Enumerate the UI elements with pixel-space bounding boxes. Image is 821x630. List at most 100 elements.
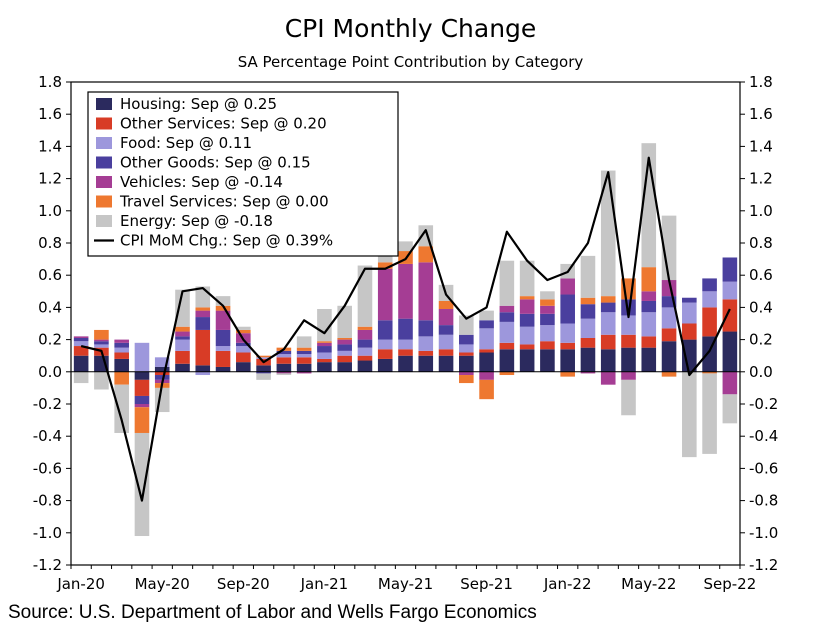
bar-segment (398, 241, 413, 252)
bar-segment (317, 352, 332, 359)
legend-swatch (96, 156, 112, 169)
bar-segment (94, 341, 109, 345)
bar-segment (682, 302, 697, 324)
bar-segment (560, 349, 575, 372)
bar-segment (195, 371, 211, 376)
bar-segment (702, 373, 717, 454)
bar-segment (540, 291, 555, 300)
bar-segment (519, 296, 535, 300)
bar-segment (236, 326, 251, 330)
y-tick-label-right: 0.8 (749, 234, 773, 252)
legend-label: Energy: Sep @ -0.18 (120, 212, 273, 230)
y-tick-label-left: -0.4 (33, 427, 62, 445)
bar-segment (722, 331, 738, 372)
bar-segment (94, 344, 109, 348)
bar-segment (398, 349, 413, 356)
bar-segment (580, 304, 596, 319)
bar-segment (114, 358, 129, 372)
bar-segment (519, 299, 535, 314)
bar-segment (600, 334, 616, 350)
y-tick-label-right: 1.2 (749, 170, 773, 188)
bar-segment (195, 365, 211, 372)
bar-segment (296, 371, 312, 374)
bar-segment (154, 357, 170, 367)
bar-segment (641, 291, 657, 301)
bar-segment (418, 320, 434, 337)
x-tick-label: Sep-22 (703, 575, 756, 593)
bar-segment (398, 318, 413, 340)
bar-segment (641, 336, 657, 348)
bar-segment (195, 307, 211, 311)
bar-segment (317, 341, 332, 343)
bar-segment (73, 337, 89, 342)
bar-segment (540, 313, 555, 326)
bar-segment (236, 329, 251, 334)
bar-segment (154, 371, 170, 376)
bar-segment (276, 354, 292, 358)
bar-segment (175, 363, 190, 372)
bar-segment (600, 312, 616, 335)
bar-segment (459, 334, 474, 345)
bar-segment (195, 329, 211, 366)
y-tick-label-left: 0.4 (38, 298, 62, 316)
bar-segment (377, 262, 393, 269)
legend-swatch (96, 195, 112, 208)
bar-segment (296, 357, 312, 364)
bar-segment (459, 371, 474, 376)
bar-segment (256, 355, 271, 358)
bar-segment (114, 342, 129, 348)
bar-segment (459, 344, 474, 353)
bar-segment (682, 339, 697, 372)
bar-segment (73, 355, 89, 372)
bar-segment (398, 355, 413, 372)
y-tick-label-left: -0.2 (33, 395, 62, 413)
bar-segment (317, 358, 332, 363)
bar-segment (418, 336, 434, 351)
legend-label: Other Goods: Sep @ 0.15 (120, 154, 311, 172)
bar-segment (175, 339, 190, 351)
bar-segment (134, 407, 150, 433)
chart-svg: 1.8 1.8 1.6 1.6 1.4 1.4 1.2 1.2 1.0 1.0 0.8 0.8 0.6 0… (33, 73, 779, 593)
bar-segment (438, 325, 454, 335)
y-tick-label-left: 1.8 (38, 73, 62, 91)
bar-segment (337, 344, 352, 351)
y-tick-label-left: 0.0 (38, 363, 62, 381)
bar-segment (459, 375, 474, 384)
bar-segment (600, 296, 616, 303)
bar-segment (337, 350, 352, 356)
bar-segment (519, 313, 535, 327)
bar-segment (337, 337, 352, 340)
bar-segment (73, 371, 89, 384)
y-tick-label-left: 0.8 (38, 234, 62, 252)
bar-segment (499, 342, 515, 350)
legend-box (87, 91, 399, 257)
bar-segment (317, 309, 332, 342)
legend-swatch (96, 215, 112, 227)
bar-segment (600, 349, 616, 372)
bar-segment (236, 346, 251, 353)
bar-segment (661, 307, 677, 329)
bar-segment (580, 318, 596, 338)
bar-segment (256, 373, 271, 380)
bar-segment (215, 329, 231, 347)
cpi-line (80, 156, 731, 502)
y-tick-label-left: 1.4 (38, 137, 62, 155)
bar-segment (621, 315, 636, 335)
bar-segment (722, 281, 738, 300)
bar-segment (540, 305, 555, 314)
bar-segment (540, 349, 555, 372)
y-tick-label-right: -0.8 (749, 492, 778, 510)
bar-segment (438, 355, 454, 372)
bar-segment (377, 320, 393, 340)
bar-segment (337, 339, 352, 345)
bar-segment (377, 339, 393, 350)
x-tick-label: Jan-21 (300, 575, 349, 593)
bar-segment (357, 355, 373, 361)
bar-segment (134, 404, 150, 408)
bar-segment (276, 350, 292, 355)
x-tick-label: Sep-21 (460, 575, 513, 593)
bar-segment (580, 337, 596, 348)
bar-segment (236, 362, 251, 372)
bar-segment (519, 260, 535, 297)
bar-segment (296, 336, 312, 348)
